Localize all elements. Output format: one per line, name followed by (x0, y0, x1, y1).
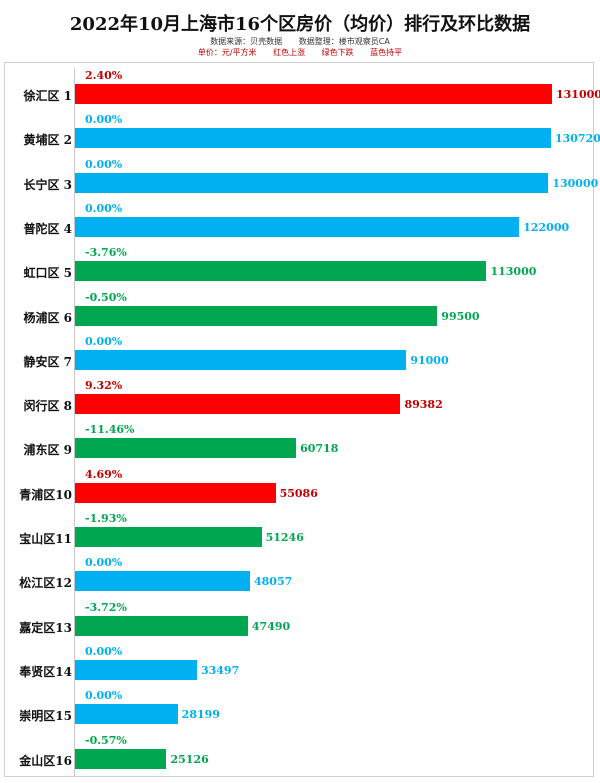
category-label: 宝山区11 (19, 532, 72, 546)
value-label: 47490 (251, 619, 291, 633)
category-label: 浦东区 9 (23, 443, 72, 458)
change-label: 2.40% (85, 69, 123, 82)
value-label: 60718 (300, 442, 339, 456)
category-label: 长宁区 3 (23, 177, 72, 192)
category-label: 徐汇区 1 (23, 89, 72, 103)
legend-down: 绿色下跌 (321, 48, 354, 57)
value-label: 130720 (554, 132, 600, 146)
legend-note: 单价：元/平方米 红色上涨 绿色下跌 蓝色持平 (0, 47, 600, 58)
bar (75, 128, 551, 149)
bar (75, 438, 297, 459)
bar (75, 659, 197, 680)
value-label: 130000 (552, 176, 599, 190)
value-label: 122000 (523, 220, 570, 234)
bar (75, 394, 401, 415)
bar (75, 527, 262, 547)
change-label: 0.00% (85, 157, 123, 171)
bar (75, 172, 549, 193)
source-note: 数据来源：贝壳数据 数据整理：楼市观察员CA (0, 36, 600, 47)
bar (75, 349, 407, 370)
category-label: 黄埔区 2 (23, 133, 72, 148)
change-label: -1.93% (85, 512, 127, 525)
category-label: 静安区 7 (23, 354, 72, 369)
change-label: -3.76% (85, 246, 127, 260)
value-label: 131000 (556, 88, 600, 101)
category-label: 松江区12 (19, 576, 72, 591)
value-label: 25126 (170, 752, 209, 766)
change-label: 0.00% (85, 201, 123, 215)
category-label: 普陀区 4 (23, 221, 72, 236)
legend-up: 红色上涨 (273, 48, 306, 57)
unit-note: 单价：元/平方米 (197, 48, 257, 57)
data-editor: 数据整理：楼市观察员CA (298, 37, 390, 46)
category-label: 金山区16 (19, 753, 72, 768)
category-label: 虹口区 5 (23, 266, 72, 281)
change-label: 4.69% (85, 467, 123, 481)
legend-flat: 蓝色持平 (370, 48, 403, 57)
category-label: 嘉定区13 (19, 620, 72, 635)
bar (75, 704, 178, 725)
bar (75, 261, 487, 282)
category-label: 青浦区10 (19, 487, 72, 502)
value-label: 113000 (490, 265, 537, 279)
bar (75, 571, 250, 592)
change-label: 0.00% (85, 556, 123, 570)
change-label: 0.00% (85, 689, 123, 703)
value-label: 33497 (200, 663, 240, 677)
change-label: 0.00% (85, 334, 123, 348)
change-label: -0.50% (85, 290, 127, 304)
change-label: -11.46% (85, 423, 135, 437)
bar (75, 84, 552, 104)
bar (75, 482, 276, 503)
change-label: 0.00% (85, 113, 123, 127)
value-label: 55086 (279, 486, 318, 500)
bar (75, 216, 520, 237)
bar (75, 305, 438, 326)
bar (75, 615, 248, 636)
value-label: 28199 (181, 708, 220, 722)
change-label: -0.57% (85, 733, 127, 747)
change-label: -3.72% (85, 600, 127, 614)
change-label: 0.00% (85, 644, 123, 658)
value-label: 51246 (265, 531, 304, 544)
plot-frame (4, 62, 594, 777)
chart-title: 2022年10月上海市16个区房价（均价）排行及环比数据 (69, 14, 531, 35)
value-label: 89382 (404, 398, 443, 412)
value-label: 91000 (410, 353, 449, 367)
change-label: 9.32% (85, 379, 123, 393)
value-label: 99500 (441, 309, 480, 323)
bar (75, 748, 167, 769)
value-label: 48057 (253, 575, 293, 589)
y-axis-line (74, 68, 75, 776)
category-label: 杨浦区 6 (23, 310, 72, 325)
category-label: 崇明区15 (19, 709, 72, 724)
category-label: 闵行区 8 (23, 399, 72, 414)
data-source: 数据来源：贝壳数据 (210, 37, 283, 46)
category-label: 奉贤区14 (19, 664, 72, 679)
